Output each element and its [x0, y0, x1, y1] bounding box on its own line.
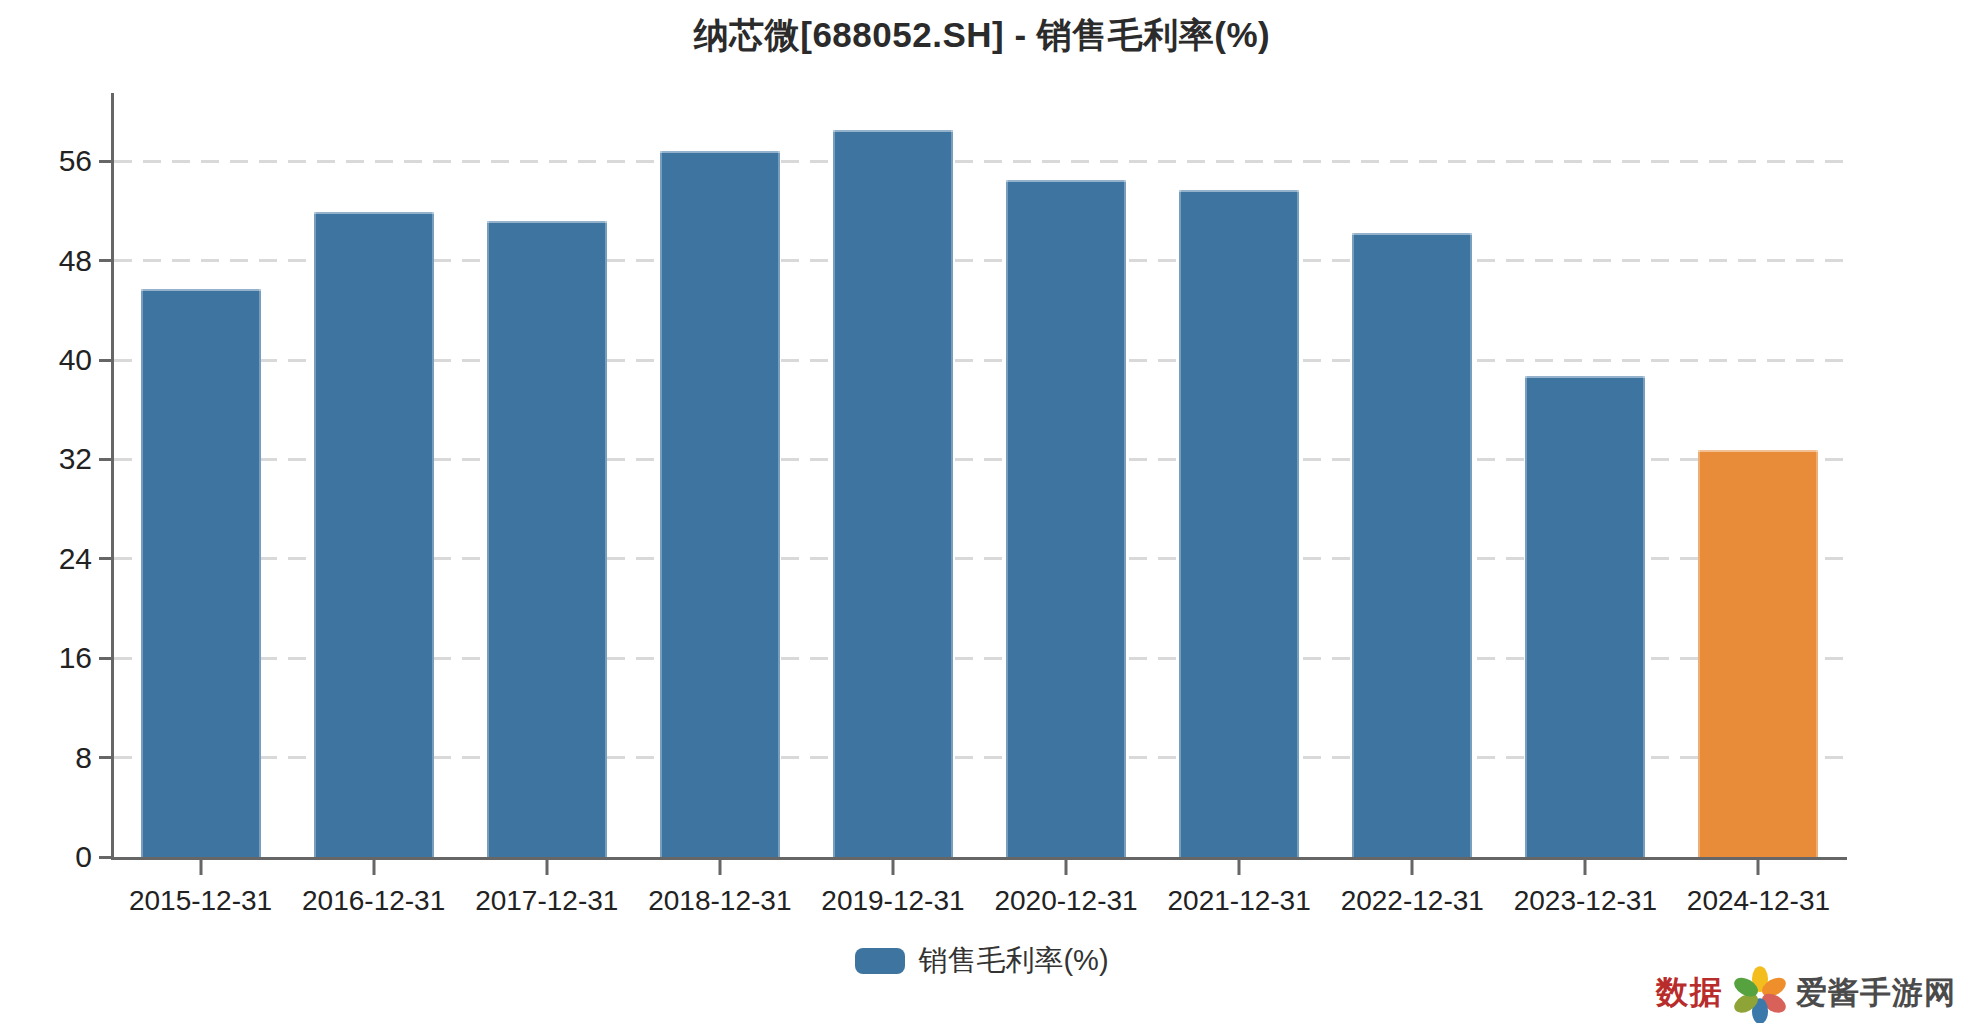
bar-2018-12-31[interactable]: [660, 151, 780, 857]
legend-swatch: [855, 948, 905, 974]
y-axis-label-16: 16: [59, 641, 92, 675]
y-axis-label-32: 32: [59, 442, 92, 476]
x-axis-tick-2020-12-31: [1065, 860, 1068, 875]
y-axis-label-40: 40: [59, 343, 92, 377]
y-axis-label-48: 48: [59, 244, 92, 278]
y-axis-tick-24: [99, 557, 111, 560]
chart-window: 纳芯微[688052.SH] - 销售毛利率(%) 08162432404856…: [0, 0, 1964, 1026]
x-axis-label-2023-12-31: 2023-12-31: [1514, 885, 1657, 917]
y-axis-label-8: 8: [75, 741, 92, 775]
x-axis-tick-2019-12-31: [891, 860, 894, 875]
x-axis-label-2017-12-31: 2017-12-31: [475, 885, 618, 917]
bar-2022-12-31[interactable]: [1352, 233, 1472, 857]
bar-2024-12-31[interactable]: [1698, 450, 1818, 857]
x-axis-label-2016-12-31: 2016-12-31: [302, 885, 445, 917]
pinwheel-flower-icon: [1731, 963, 1789, 1023]
bar-2021-12-31[interactable]: [1179, 190, 1299, 857]
x-axis-tick-2018-12-31: [718, 860, 721, 875]
bar-2015-12-31[interactable]: [141, 289, 261, 857]
gridline-y-56: [114, 160, 1845, 163]
plot-area: 081624324048562015-12-312016-12-312017-1…: [114, 93, 1845, 857]
x-axis-label-2024-12-31: 2024-12-31: [1687, 885, 1830, 917]
x-axis-tick-2024-12-31: [1757, 860, 1760, 875]
y-axis-tick-48: [99, 259, 111, 262]
bar-2023-12-31[interactable]: [1525, 376, 1645, 857]
x-axis-tick-2023-12-31: [1584, 860, 1587, 875]
legend-label: 销售毛利率(%): [918, 941, 1108, 981]
chart-title: 纳芯微[688052.SH] - 销售毛利率(%): [0, 12, 1964, 59]
x-axis-tick-2015-12-31: [199, 860, 202, 875]
x-axis-label-2015-12-31: 2015-12-31: [129, 885, 272, 917]
y-axis-tick-16: [99, 657, 111, 660]
x-axis-tick-2017-12-31: [545, 860, 548, 875]
y-axis-tick-56: [99, 160, 111, 163]
x-axis-label-2019-12-31: 2019-12-31: [821, 885, 964, 917]
y-axis-tick-32: [99, 458, 111, 461]
y-axis-label-0: 0: [75, 840, 92, 874]
bar-2019-12-31[interactable]: [833, 130, 953, 857]
bar-2017-12-31[interactable]: [487, 221, 607, 857]
footer-branding: 数据 爱酱手游网: [1656, 963, 1956, 1023]
x-axis-label-2018-12-31: 2018-12-31: [648, 885, 791, 917]
y-axis-label-56: 56: [59, 144, 92, 178]
y-axis-tick-40: [99, 359, 111, 362]
x-axis-label-2022-12-31: 2022-12-31: [1341, 885, 1484, 917]
footer-site-name: 爱酱手游网: [1796, 972, 1956, 1014]
y-axis-line: [111, 93, 114, 860]
x-axis-label-2020-12-31: 2020-12-31: [994, 885, 1137, 917]
x-axis-tick-2022-12-31: [1411, 860, 1414, 875]
x-axis-tick-2016-12-31: [372, 860, 375, 875]
y-axis-label-24: 24: [59, 542, 92, 576]
bar-2016-12-31[interactable]: [314, 212, 434, 857]
x-axis-tick-2021-12-31: [1238, 860, 1241, 875]
footer-data-label: 数据: [1656, 971, 1724, 1015]
y-axis-tick-8: [99, 756, 111, 759]
x-axis-label-2021-12-31: 2021-12-31: [1168, 885, 1311, 917]
bar-2020-12-31[interactable]: [1006, 180, 1126, 857]
y-axis-tick-0: [99, 856, 111, 859]
